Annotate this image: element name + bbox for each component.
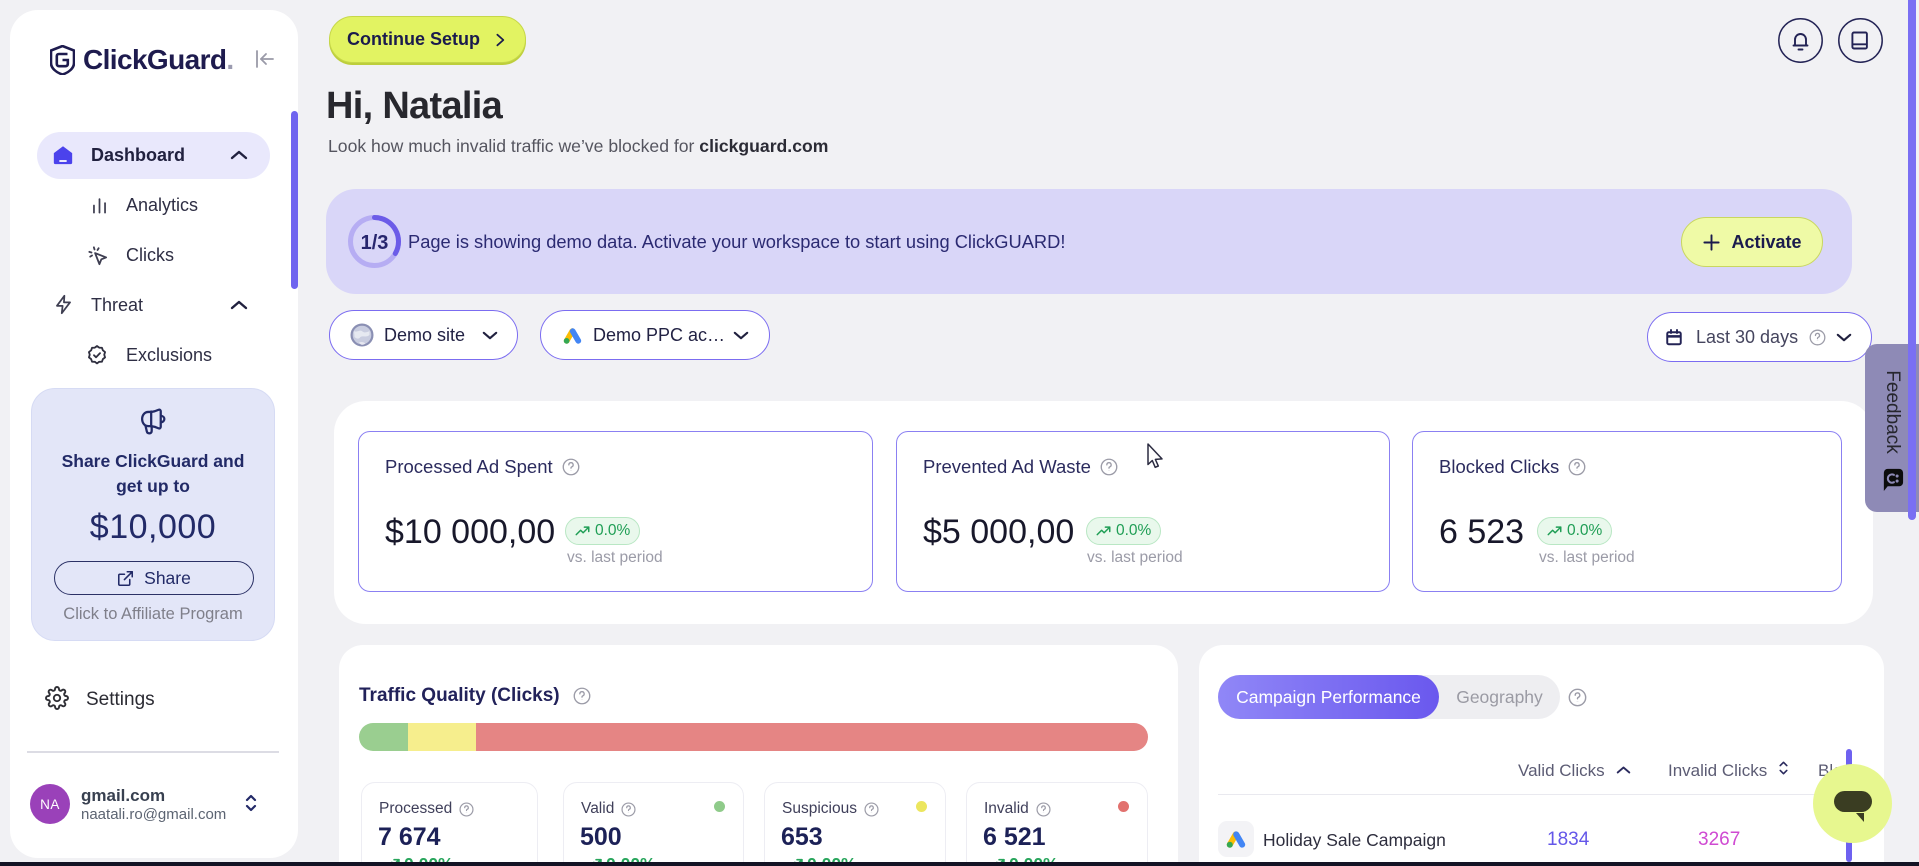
svg-text:1/3: 1/3	[361, 232, 389, 254]
